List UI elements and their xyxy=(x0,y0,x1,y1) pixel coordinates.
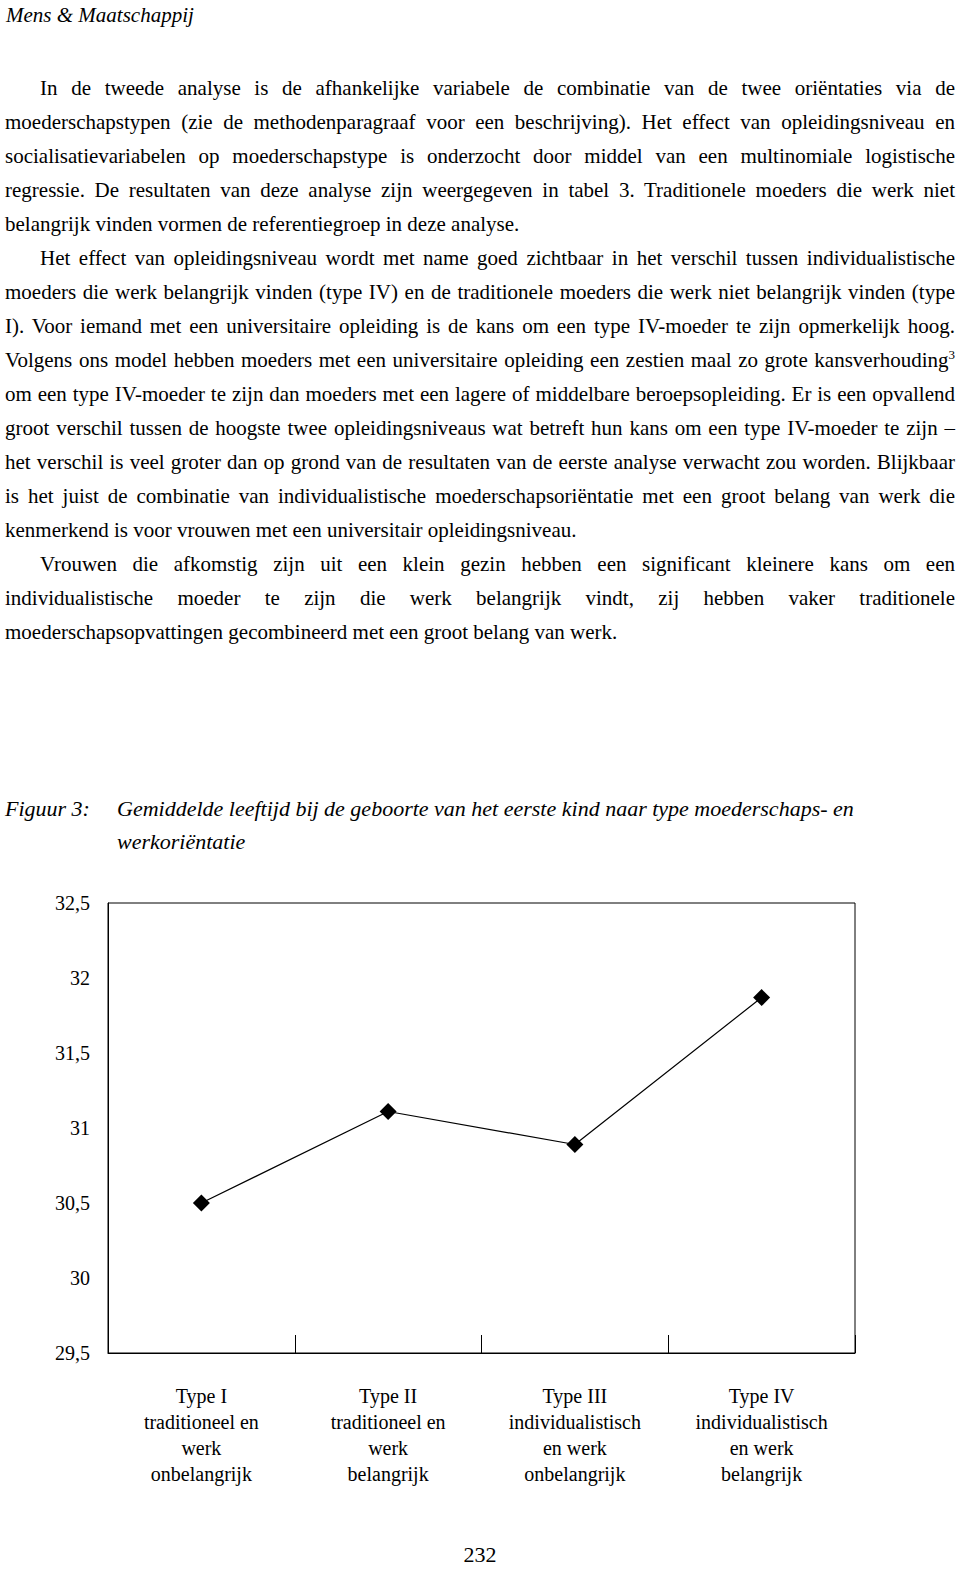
svg-text:traditioneel en: traditioneel en xyxy=(331,1411,446,1433)
svg-text:32,5: 32,5 xyxy=(55,892,90,914)
svg-text:en werk: en werk xyxy=(543,1437,607,1459)
svg-text:Type I: Type I xyxy=(176,1385,227,1408)
svg-text:werk: werk xyxy=(181,1437,221,1459)
html-text:In de tweede analyse is de afh: In de tweede analyse is de afhankelijke … xyxy=(5,76,955,236)
svg-text:belangrijk: belangrijk xyxy=(721,1463,802,1486)
svg-text:30,5: 30,5 xyxy=(55,1192,90,1214)
svg-text:en werk: en werk xyxy=(730,1437,794,1459)
html-text:om een type IV-moeder te zijn: om een type IV-moeder te zijn dan moeder… xyxy=(5,382,955,542)
svg-text:belangrijk: belangrijk xyxy=(348,1463,429,1486)
svg-text:Type IV: Type IV xyxy=(729,1385,795,1408)
svg-text:onbelangrijk: onbelangrijk xyxy=(151,1463,252,1486)
html-text:Figuur 3:: Figuur 3: xyxy=(5,796,90,821)
html-text:Gemiddelde leeftijd bij de geb: Gemiddelde leeftijd bij de geboorte van … xyxy=(117,796,854,854)
html-text:232: 232 xyxy=(463,1542,497,1567)
svg-text:Type II: Type II xyxy=(359,1385,417,1408)
svg-text:31,5: 31,5 xyxy=(55,1042,90,1064)
svg-text:32: 32 xyxy=(70,967,90,989)
html-text:Vrouwen die afkomstig zijn uit: Vrouwen die afkomstig zijn uit een klein… xyxy=(5,552,955,644)
svg-text:individualistisch: individualistisch xyxy=(509,1411,641,1433)
svg-text:30: 30 xyxy=(70,1267,90,1289)
svg-text:werk: werk xyxy=(368,1437,408,1459)
svg-text:31: 31 xyxy=(70,1117,90,1139)
html-text:Mens & Maatschappij: Mens & Maatschappij xyxy=(6,3,194,27)
svg-text:individualistisch: individualistisch xyxy=(696,1411,828,1433)
svg-text:onbelangrijk: onbelangrijk xyxy=(524,1463,625,1486)
svg-text:Type III: Type III xyxy=(543,1385,608,1408)
svg-text:traditioneel en: traditioneel en xyxy=(144,1411,259,1433)
html-text:Het effect van opleidingsnivea: Het effect van opleidingsniveau wordt me… xyxy=(5,246,955,372)
svg-text:29,5: 29,5 xyxy=(55,1342,90,1364)
